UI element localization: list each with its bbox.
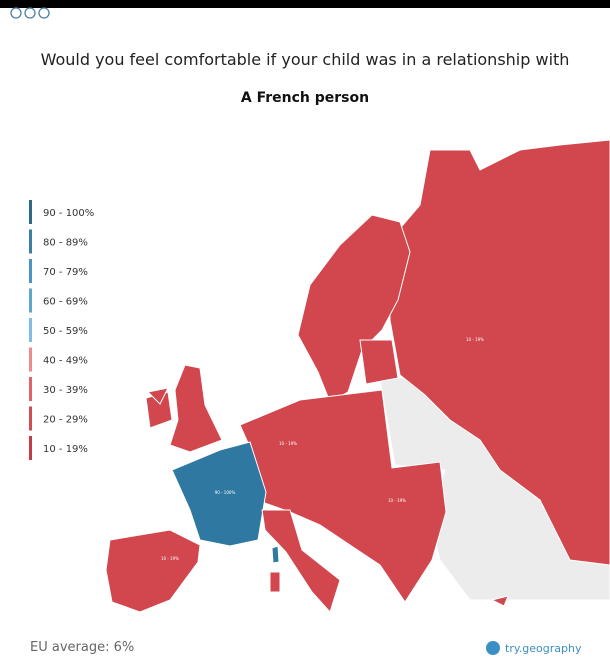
legend-swatch — [29, 288, 32, 313]
legend-label: 90 - 100% — [43, 208, 94, 219]
eu-average: EU average: 6% — [30, 640, 134, 655]
central-europe — [239, 389, 447, 603]
legend-swatch — [29, 318, 32, 342]
iceland — [146, 387, 169, 405]
legend-label: 10 - 19% — [43, 444, 88, 455]
legend-label: 30 - 39% — [43, 385, 88, 396]
legend-label: 40 - 49% — [43, 356, 88, 367]
legend: 90 - 100% 80 - 89% 70 - 79% 60 - 69% 50 - 59… — [29, 200, 94, 460]
legend-swatch — [29, 436, 32, 460]
legend-label: 50 - 59% — [43, 326, 88, 337]
legend-swatch — [29, 377, 32, 401]
legend-swatch — [29, 200, 32, 224]
legend-swatch — [29, 229, 32, 254]
legend-swatch — [29, 259, 32, 283]
title: Would you feel comfortable if your child… — [41, 50, 570, 69]
iberia — [105, 529, 201, 613]
subtitle: A French person — [241, 90, 369, 106]
corsica — [271, 545, 280, 564]
uk — [169, 364, 223, 453]
map-label: 90 - 100% — [215, 490, 236, 495]
france — [171, 441, 267, 547]
source-icon — [486, 641, 500, 655]
russia — [389, 139, 610, 566]
legend-swatch — [29, 347, 32, 372]
license-icons — [10, 7, 50, 19]
map-label: 10 - 19% — [279, 441, 297, 446]
baltics — [359, 339, 399, 385]
map: 10 - 19% 10 - 19% 90 - 100% 10 - 19% 10 … — [105, 139, 610, 613]
sardinia — [269, 571, 281, 593]
map-label: 10 - 19% — [388, 498, 406, 503]
legend-label: 60 - 69% — [43, 297, 88, 308]
legend-label: 20 - 29% — [43, 415, 88, 426]
cyprus — [490, 595, 509, 607]
map-label: 10 - 19% — [466, 337, 484, 342]
legend-swatch — [29, 406, 32, 431]
source: try.geography — [505, 642, 582, 655]
legend-label: 70 - 79% — [43, 267, 88, 278]
map-label: 10 - 19% — [161, 556, 179, 561]
top-bar — [0, 0, 610, 8]
legend-label: 80 - 89% — [43, 238, 88, 249]
italy — [261, 509, 341, 613]
